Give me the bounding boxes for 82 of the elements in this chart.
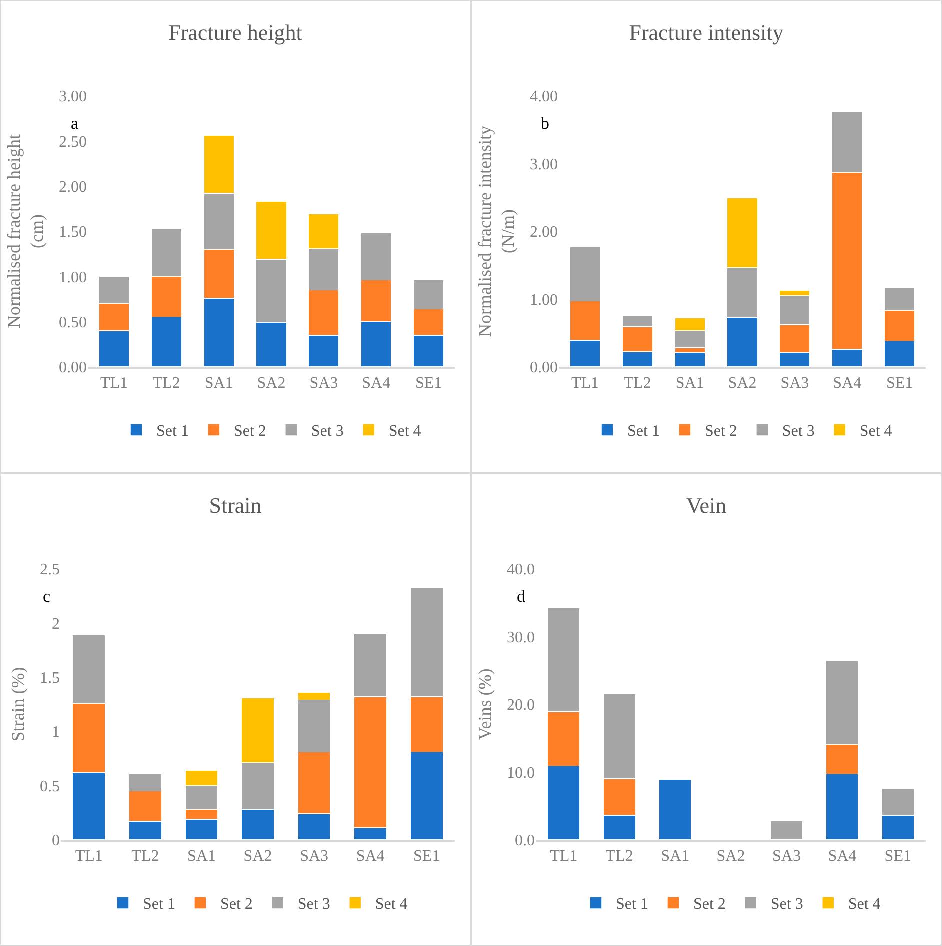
x-tick-label: SE1 bbox=[415, 375, 442, 392]
x-tick-label: SA3 bbox=[310, 375, 338, 392]
y-tick-label: 0.5 bbox=[40, 778, 60, 796]
bar bbox=[770, 820, 804, 840]
x-tick-label: SA2 bbox=[257, 375, 286, 392]
y-axis-title: Strain (%) bbox=[8, 667, 28, 742]
chart-title: Fracture intensity bbox=[629, 20, 784, 45]
y-tick-label: 0.00 bbox=[59, 360, 87, 377]
x-tick-label: TL2 bbox=[606, 848, 634, 866]
legend-label: Set 3 bbox=[311, 423, 344, 440]
x-tick-label: SE1 bbox=[884, 848, 912, 866]
y-tick-label: 30.0 bbox=[507, 629, 535, 646]
x-tick-label: SA4 bbox=[833, 375, 862, 392]
bar bbox=[674, 352, 706, 367]
y-tick-label: 40.0 bbox=[507, 562, 535, 579]
x-tick-label: SE1 bbox=[886, 375, 914, 392]
legend-label: Set 1 bbox=[616, 896, 648, 914]
y-tick-label: 2.00 bbox=[59, 178, 87, 196]
x-tick-label: SA4 bbox=[356, 848, 385, 866]
y-tick-label: 3.00 bbox=[530, 156, 558, 174]
legend-label: Set 1 bbox=[156, 423, 189, 440]
y-tick-label: 2 bbox=[52, 616, 60, 633]
y-tick-label: 2.50 bbox=[59, 134, 87, 151]
y-tick-label: 1.5 bbox=[40, 670, 60, 687]
y-tick-label: 1.00 bbox=[59, 269, 87, 286]
y-axis-title: Normalised fracture intensity (N/m) bbox=[474, 126, 518, 337]
legend-label: Set 4 bbox=[860, 423, 892, 440]
x-tick-label: TL2 bbox=[152, 375, 180, 392]
x-tick-label: TL2 bbox=[624, 375, 652, 392]
y-tick-label: 2.00 bbox=[530, 224, 558, 242]
x-tick-label: SA1 bbox=[204, 375, 234, 392]
x-tick-label: SA1 bbox=[187, 848, 216, 866]
y-tick-label: 0.0 bbox=[515, 832, 535, 850]
x-tick-label: SA3 bbox=[780, 375, 810, 392]
y-tick-label: 20.0 bbox=[507, 697, 535, 714]
x-tick-label: TL2 bbox=[132, 848, 160, 866]
legend-label: Set 2 bbox=[704, 423, 738, 440]
x-tick-label: TL1 bbox=[571, 375, 599, 392]
y-tick-label: 3.00 bbox=[59, 88, 87, 106]
y-tick-label: 0 bbox=[52, 832, 60, 850]
legend-label: Set 1 bbox=[628, 423, 660, 440]
chart-title: Vein bbox=[686, 492, 727, 518]
y-tick-label: 2.5 bbox=[40, 562, 60, 579]
text: d bbox=[517, 587, 526, 606]
x-tick-label: SA2 bbox=[728, 375, 757, 392]
legend-label: Set 4 bbox=[388, 423, 422, 440]
legend-label: Set 3 bbox=[298, 896, 330, 914]
x-tick-label: SA1 bbox=[676, 375, 704, 392]
y-tick-label: 1.50 bbox=[59, 224, 87, 242]
x-tick-label: SA4 bbox=[362, 375, 391, 392]
text: c bbox=[43, 587, 51, 606]
text: b bbox=[541, 114, 550, 133]
x-tick-label: SA2 bbox=[716, 848, 746, 866]
y-tick-label: 10.0 bbox=[507, 764, 535, 782]
x-tick-label: TL1 bbox=[550, 848, 578, 866]
y-tick-label: 0.00 bbox=[530, 360, 558, 377]
legend-label: Set 2 bbox=[220, 896, 253, 914]
x-tick-label: TL1 bbox=[100, 375, 128, 392]
legend-label: Set 2 bbox=[234, 423, 266, 440]
x-tick-label: SA2 bbox=[244, 848, 272, 866]
y-tick-label: 4.00 bbox=[530, 88, 558, 106]
x-tick-label: SA3 bbox=[772, 848, 801, 866]
y-tick-label: 1.00 bbox=[530, 292, 558, 309]
y-axis-title: Veins (%) bbox=[475, 668, 496, 740]
y-tick-label: 0.50 bbox=[59, 314, 87, 332]
bar bbox=[658, 779, 692, 840]
text: a bbox=[71, 114, 79, 133]
x-tick-label: SE1 bbox=[414, 848, 440, 866]
x-tick-label: TL1 bbox=[75, 848, 103, 866]
chart-title: Fracture height bbox=[168, 20, 302, 45]
legend-label: Set 3 bbox=[782, 423, 815, 440]
x-tick-label: SA3 bbox=[300, 848, 329, 866]
chart-title: Strain bbox=[209, 492, 262, 518]
legend-label: Set 3 bbox=[770, 896, 804, 914]
y-axis-title: Normalised fracture height (cm) bbox=[4, 134, 48, 328]
legend-label: Set 2 bbox=[693, 896, 726, 914]
legend-label: Set 1 bbox=[143, 896, 176, 914]
y-tick-label: 1 bbox=[52, 724, 60, 742]
x-tick-label: SA4 bbox=[828, 848, 857, 866]
legend-label: Set 4 bbox=[848, 896, 881, 914]
legend-label: Set 4 bbox=[375, 896, 408, 914]
x-tick-label: SA1 bbox=[661, 848, 690, 866]
